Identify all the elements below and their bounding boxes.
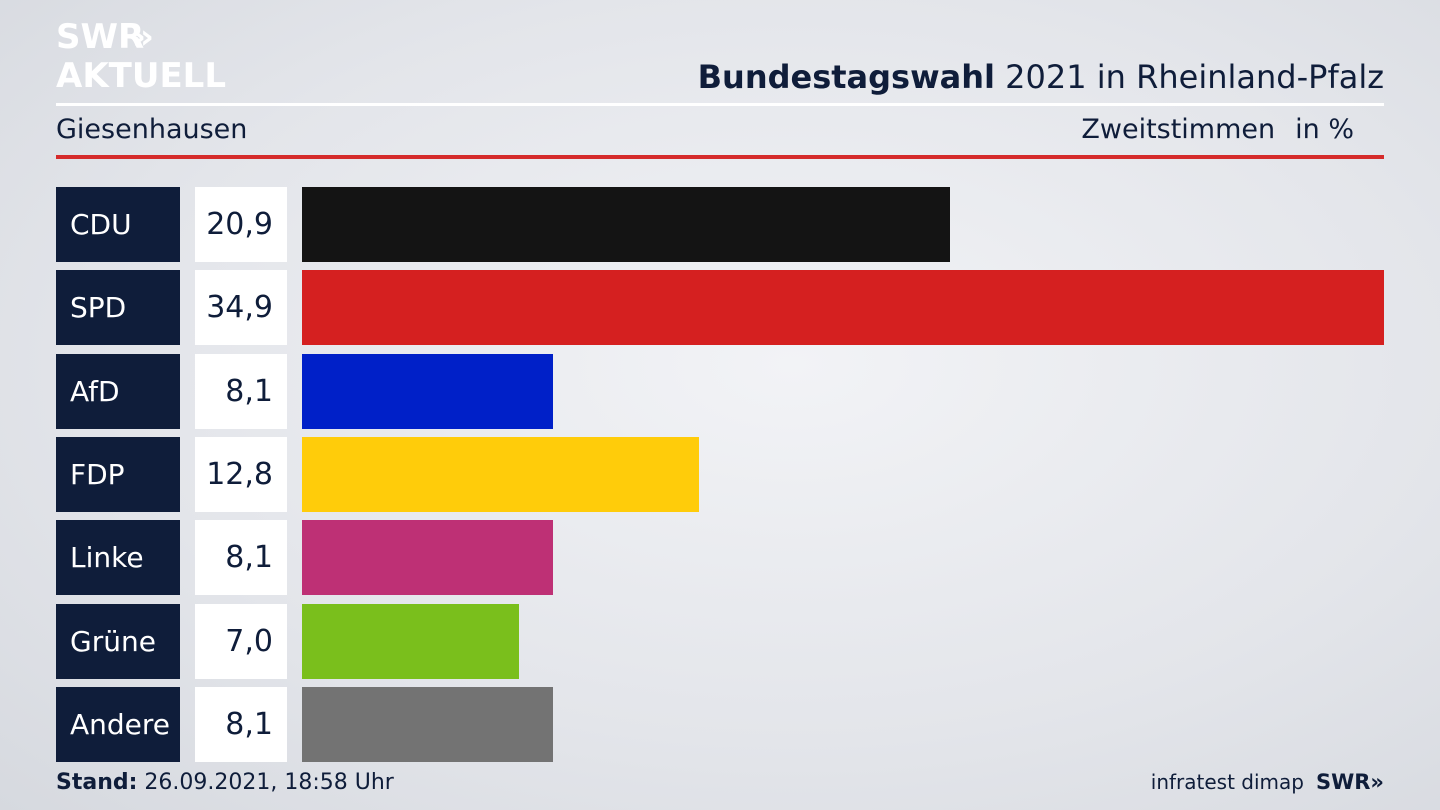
swr-logo-small: SWR»: [1315, 770, 1384, 794]
header-divider: [56, 103, 1384, 106]
measure-name: Zweitstimmen: [1081, 114, 1276, 145]
party-label: AfD: [56, 353, 180, 429]
page-title: Bundestagswahl 2021 in Rheinland-Pfalz: [698, 58, 1384, 96]
stand-label: Stand:: [56, 770, 138, 795]
bar: [302, 603, 520, 679]
red-divider: [56, 155, 1384, 159]
bar: [302, 520, 554, 596]
unit-label: in %: [1295, 114, 1354, 145]
measure-label: Zweitstimmen in %: [1081, 114, 1354, 145]
party-label: Linke: [56, 520, 180, 596]
stand-value: 26.09.2021, 18:58 Uhr: [137, 770, 394, 795]
bar: [302, 270, 1384, 346]
value-label: 7,0: [195, 603, 287, 679]
value-label: 8,1: [195, 520, 287, 596]
bar: [302, 187, 950, 262]
value-label: 34,9: [195, 270, 287, 346]
swr-aktuell-logo: SWR » AKTUELL: [56, 17, 226, 90]
region-label: Giesenhausen: [56, 114, 248, 145]
bar: [302, 436, 699, 512]
bar: [302, 686, 554, 762]
bar-row-spd: SPD 34,9: [56, 270, 1384, 346]
bar: [302, 353, 554, 429]
party-label: FDP: [56, 436, 180, 512]
bar-row-fdp: FDP 12,8: [56, 436, 1384, 512]
value-label: 8,1: [195, 686, 287, 762]
svg-text:AKTUELL: AKTUELL: [56, 56, 226, 90]
bar-row-linke: Linke 8,1: [56, 520, 1384, 596]
title-rest: 2021 in Rheinland-Pfalz: [995, 58, 1384, 96]
value-label: 12,8: [195, 436, 287, 512]
value-label: 20,9: [195, 187, 287, 262]
title-bold: Bundestagswahl: [697, 58, 995, 96]
bar-row-cdu: CDU 20,9: [56, 187, 1384, 262]
party-label: Andere: [56, 686, 180, 762]
bar-row-afd: AfD 8,1: [56, 353, 1384, 429]
party-label: Grüne: [56, 603, 180, 679]
svg-text:»: »: [132, 17, 154, 57]
value-label: 8,1: [195, 353, 287, 429]
timestamp: Stand: 26.09.2021, 18:58 Uhr: [56, 770, 394, 795]
bar-row-andere: Andere 8,1: [56, 686, 1384, 762]
source-name: infratest dimap: [1150, 770, 1304, 794]
svg-text:SWR: SWR: [56, 17, 144, 57]
source-credit: infratest dimap SWR»: [1151, 770, 1384, 794]
party-label: SPD: [56, 270, 180, 346]
bar-row-grüne: Grüne 7,0: [56, 603, 1384, 679]
party-label: CDU: [56, 187, 180, 262]
